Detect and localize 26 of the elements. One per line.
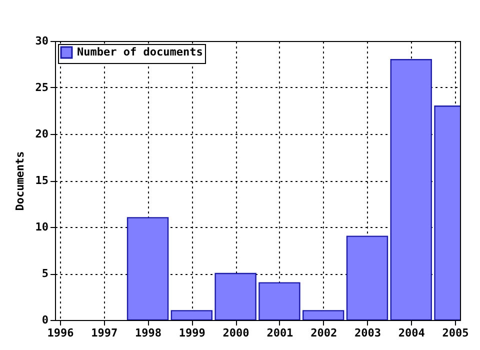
y-axis-title: Documents — [13, 151, 26, 211]
bar — [346, 236, 388, 320]
x-tick-label: 1998 — [135, 326, 162, 340]
bar — [390, 59, 432, 320]
x-tick-label: 2004 — [398, 326, 426, 340]
y-tick-label: 20 — [35, 128, 48, 140]
y-tick-label: 15 — [35, 174, 48, 187]
x-tick-label: 2005 — [442, 326, 469, 340]
x-tick-label: 1996 — [47, 326, 74, 340]
bar — [126, 217, 169, 320]
bar — [170, 310, 213, 320]
y-tick-label: 10 — [35, 220, 48, 234]
y-tick-label: 5 — [42, 267, 48, 280]
x-tick-label: 2001 — [266, 326, 294, 340]
bar — [214, 272, 256, 320]
y-tick-label: 25 — [35, 81, 48, 94]
legend-label: Number of documents — [77, 46, 203, 58]
x-tick-label: 2000 — [222, 326, 250, 340]
x-tick-label: 2002 — [310, 326, 338, 340]
x-tick-label: 1997 — [91, 326, 118, 340]
x-tick-label: 2003 — [354, 326, 381, 340]
bar — [302, 310, 344, 320]
y-tick-label: 0 — [42, 314, 48, 326]
bar — [258, 282, 300, 320]
y-tick-label: 30 — [35, 34, 48, 48]
x-tick-label: 1999 — [178, 326, 206, 340]
